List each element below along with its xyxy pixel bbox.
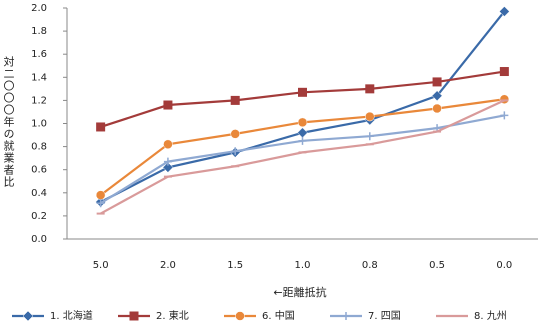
legend-label: 6. 中国	[262, 309, 295, 322]
marker	[230, 129, 240, 139]
legend-marker	[342, 312, 350, 320]
marker	[162, 162, 174, 173]
y-tick-label: 0.2	[31, 211, 47, 222]
marker	[365, 111, 375, 122]
marker	[163, 139, 173, 150]
marker	[230, 95, 240, 105]
legend-label: 1. 北海道	[50, 309, 93, 322]
marker	[163, 157, 172, 166]
y-tick-label: 1.2	[31, 95, 47, 106]
marker	[297, 117, 308, 128]
marker	[432, 103, 442, 114]
marker	[500, 111, 509, 120]
x-tick-label: 0.0	[496, 260, 512, 271]
series-line	[100, 99, 505, 215]
marker	[499, 6, 510, 17]
marker	[431, 90, 443, 102]
legend-label: 8. 九州	[474, 310, 507, 322]
marker	[298, 87, 307, 97]
y-axis-title: 対二〇〇〇年の就業者比	[2, 55, 15, 188]
marker	[96, 122, 106, 132]
x-axis-title: ←距離抵抗	[273, 285, 326, 299]
marker	[96, 199, 105, 208]
marker	[231, 147, 240, 156]
y-tick-label: 1.0	[31, 119, 47, 130]
y-tick-label: 1.4	[31, 72, 47, 83]
y-tick-label: 2.0	[31, 3, 47, 14]
y-tick-label: 0.6	[31, 165, 47, 176]
y-tick-label: 1.6	[31, 49, 47, 60]
x-tick-label: 1.0	[295, 260, 311, 271]
legend-marker	[129, 311, 139, 321]
y-tick-label: 0.0	[31, 234, 47, 245]
marker	[298, 136, 307, 145]
x-tick-label: 1.5	[227, 260, 243, 271]
marker	[499, 67, 509, 77]
legend-label: 2. 東北	[156, 309, 189, 322]
marker	[163, 100, 173, 110]
x-tick-label: 0.8	[362, 260, 378, 271]
y-tick-label: 1.8	[31, 26, 47, 37]
y-tick-label: 0.4	[31, 188, 47, 199]
legend-marker	[235, 311, 245, 321]
marker	[432, 77, 442, 87]
y-tick-label: 0.8	[31, 142, 47, 153]
x-tick-label: 5.0	[93, 260, 109, 271]
marker	[297, 127, 308, 139]
marker	[365, 84, 375, 94]
marker	[365, 132, 374, 141]
legend-label: 7. 四国	[368, 310, 401, 322]
x-tick-label: 2.0	[160, 260, 176, 271]
marker	[95, 190, 106, 200]
x-tick-label: 0.5	[429, 260, 445, 271]
legend-marker	[22, 310, 34, 322]
